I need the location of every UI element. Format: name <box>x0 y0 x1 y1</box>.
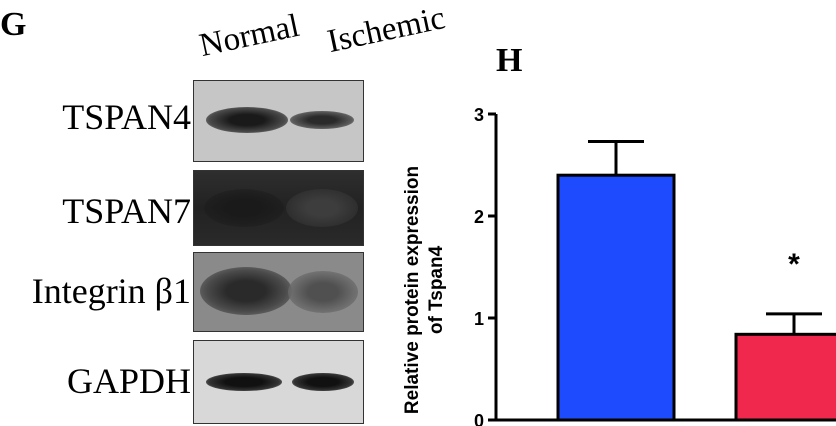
protein-label-integrin-b1: Integrin β1 <box>31 271 191 311</box>
band-tspan7-ischemic <box>286 189 358 227</box>
protein-label-tspan7: TSPAN7 <box>62 191 191 231</box>
y-tick-label: 3 <box>474 105 484 125</box>
band-tspan4-ischemic <box>290 111 354 129</box>
band-tspan4-normal <box>206 107 288 133</box>
y-axis-label-line1: Relative protein expression <box>402 166 423 414</box>
lane-label-normal: Normal <box>196 7 303 65</box>
y-tick-label: 2 <box>474 207 484 227</box>
band-gapdh-ischemic <box>292 373 354 391</box>
band-gapdh-normal <box>206 373 282 391</box>
bar-chart: Relative protein expression of Tspan4 0 1… <box>402 105 836 426</box>
band-integrin-normal <box>200 267 292 315</box>
panel-h-letter: H <box>496 42 523 79</box>
annotations: * <box>788 248 800 281</box>
panel-g-letter: G <box>0 6 27 43</box>
lane-label-ischemic: Ischemic <box>324 0 449 61</box>
blot-tspan7 <box>193 170 364 246</box>
significance-marker: * <box>788 248 800 281</box>
y-tick-label: 0 <box>474 411 484 426</box>
protein-label-tspan4: TSPAN4 <box>62 97 191 137</box>
protein-label-gapdh: GAPDH <box>66 361 191 401</box>
band-integrin-ischemic <box>288 271 358 313</box>
blot-gapdh <box>193 340 364 424</box>
bar-ischemic <box>734 332 836 422</box>
bars <box>556 140 836 422</box>
bar-normal <box>556 173 676 422</box>
y-ticks: 0 1 2 3 <box>474 105 496 426</box>
band-tspan7-normal <box>204 189 284 227</box>
y-tick-label: 1 <box>474 309 484 329</box>
y-axis-label-line2: of Tspan4 <box>426 245 447 334</box>
blot-tspan4 <box>193 80 364 162</box>
y-axis-label: Relative protein expression of Tspan4 <box>402 166 447 414</box>
blot-integrin-b1 <box>193 252 364 332</box>
